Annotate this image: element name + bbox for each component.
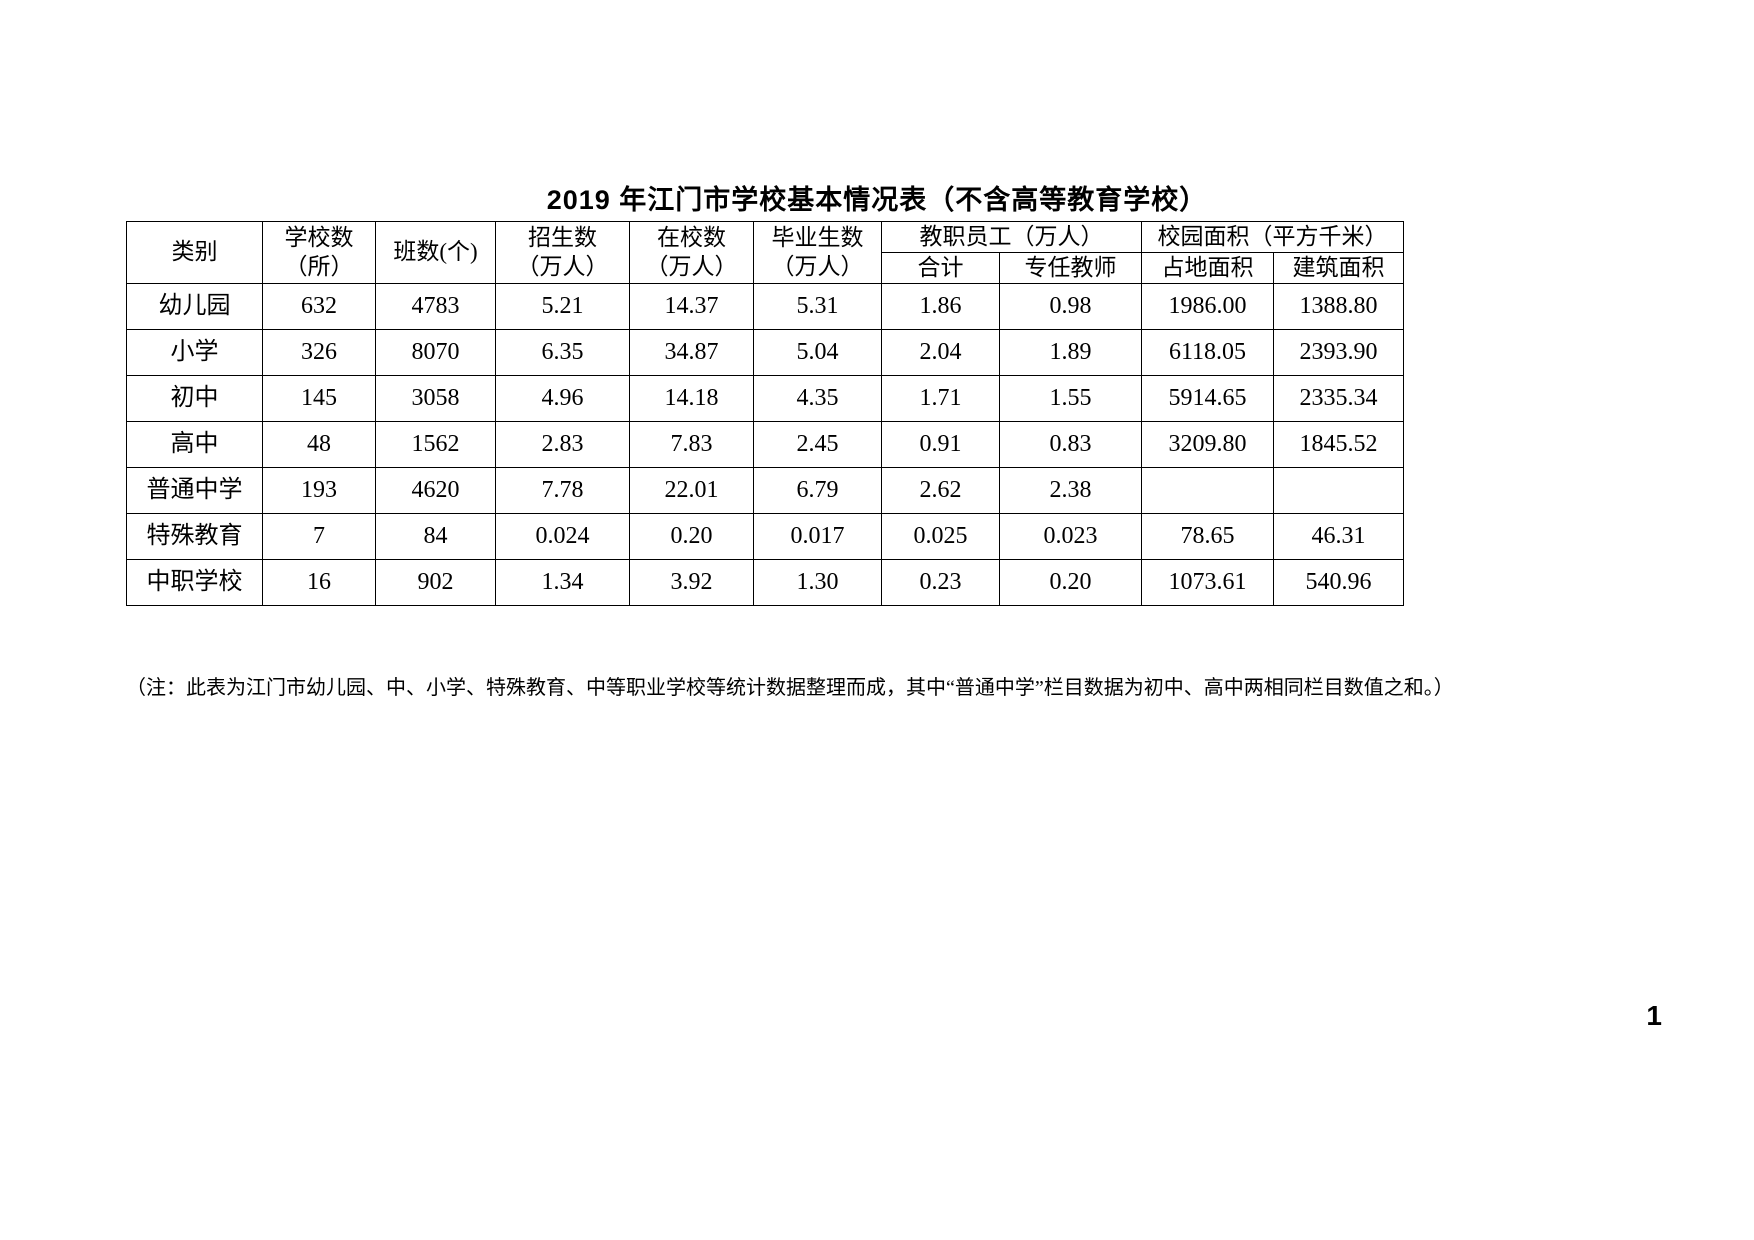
header-staff-fulltime: 专任教师 (999, 252, 1142, 284)
table-row: 普通中学 193 4620 7.78 22.01 6.79 2.62 2.38 (126, 467, 1404, 514)
cell-category: 幼儿园 (126, 283, 263, 330)
cell-staff-total: 1.71 (881, 375, 1000, 422)
cell-classes: 84 (375, 513, 496, 560)
cell-graduates: 1.30 (753, 559, 882, 606)
cell-staff-fulltime: 2.38 (999, 467, 1142, 514)
table-row: 初中 145 3058 4.96 14.18 4.35 1.71 1.55 5914.65 233… (126, 375, 1404, 422)
cell-enrollment: 4.96 (495, 375, 630, 422)
cell-campus-land (1141, 467, 1274, 514)
cell-in-school: 14.37 (629, 283, 754, 330)
cell-campus-building: 2335.34 (1273, 375, 1404, 422)
cell-staff-fulltime: 1.55 (999, 375, 1142, 422)
cell-graduates: 2.45 (753, 421, 882, 468)
cell-graduates: 5.31 (753, 283, 882, 330)
cell-campus-building: 540.96 (1273, 559, 1404, 606)
header-category: 类别 (126, 221, 263, 284)
cell-campus-building: 1388.80 (1273, 283, 1404, 330)
cell-campus-land: 78.65 (1141, 513, 1274, 560)
header-staff-group: 教职员工（万人） (881, 221, 1142, 253)
header-enrollment: 招生数 （万人） (495, 221, 630, 284)
cell-category: 高中 (126, 421, 263, 468)
cell-campus-land: 6118.05 (1141, 329, 1274, 376)
cell-enrollment: 5.21 (495, 283, 630, 330)
cell-staff-fulltime: 0.83 (999, 421, 1142, 468)
table-row: 幼儿园 632 4783 5.21 14.37 5.31 1.86 0.98 1986.00 13… (126, 283, 1404, 330)
cell-graduates: 6.79 (753, 467, 882, 514)
cell-category: 普通中学 (126, 467, 263, 514)
school-statistics-table-container: 类别 学校数 （所） 班数(个) 招生数 （万人） 在校数 （万人） 毕业生数 … (126, 221, 1404, 606)
cell-schools: 16 (262, 559, 376, 606)
cell-schools: 193 (262, 467, 376, 514)
cell-in-school: 7.83 (629, 421, 754, 468)
cell-campus-building (1273, 467, 1404, 514)
header-campus-building: 建筑面积 (1273, 252, 1404, 284)
cell-in-school: 0.20 (629, 513, 754, 560)
table-body: 幼儿园 632 4783 5.21 14.37 5.31 1.86 0.98 1986.00 13… (126, 283, 1404, 606)
cell-category: 中职学校 (126, 559, 263, 606)
cell-enrollment: 2.83 (495, 421, 630, 468)
header-graduates: 毕业生数 （万人） (753, 221, 882, 284)
cell-classes: 1562 (375, 421, 496, 468)
cell-staff-fulltime: 0.20 (999, 559, 1142, 606)
cell-staff-total: 0.91 (881, 421, 1000, 468)
cell-in-school: 34.87 (629, 329, 754, 376)
cell-classes: 3058 (375, 375, 496, 422)
cell-staff-fulltime: 0.023 (999, 513, 1142, 560)
header-campus-land: 占地面积 (1141, 252, 1274, 284)
table-row: 小学 326 8070 6.35 34.87 5.04 2.04 1.89 6118.05 239… (126, 329, 1404, 376)
cell-staff-total: 2.62 (881, 467, 1000, 514)
header-classes: 班数(个) (375, 221, 496, 284)
header-schools: 学校数 （所） (262, 221, 376, 284)
cell-staff-total: 0.025 (881, 513, 1000, 560)
cell-staff-total: 2.04 (881, 329, 1000, 376)
cell-enrollment: 1.34 (495, 559, 630, 606)
cell-category: 初中 (126, 375, 263, 422)
cell-category: 小学 (126, 329, 263, 376)
header-campus-group: 校园面积（平方千米） (1141, 221, 1404, 253)
table-footnote: （注：此表为江门市幼儿园、中、小学、特殊教育、中等职业学校等统计数据整理而成，其… (126, 675, 1726, 702)
cell-schools: 145 (262, 375, 376, 422)
page-title: 2019 年江门市学校基本情况表（不含高等教育学校） (546, 185, 1208, 215)
cell-staff-fulltime: 1.89 (999, 329, 1142, 376)
page-number: 1 (1646, 1000, 1662, 1031)
cell-schools: 632 (262, 283, 376, 330)
cell-staff-fulltime: 0.98 (999, 283, 1142, 330)
cell-campus-building: 46.31 (1273, 513, 1404, 560)
cell-campus-land: 1986.00 (1141, 283, 1274, 330)
table-row: 中职学校 16 902 1.34 3.92 1.30 0.23 0.20 1073.61 540.… (126, 559, 1404, 606)
cell-in-school: 22.01 (629, 467, 754, 514)
cell-in-school: 14.18 (629, 375, 754, 422)
table-header: 类别 学校数 （所） 班数(个) 招生数 （万人） 在校数 （万人） 毕业生数 … (126, 221, 1404, 284)
cell-enrollment: 0.024 (495, 513, 630, 560)
cell-staff-total: 1.86 (881, 283, 1000, 330)
header-staff-total: 合计 (881, 252, 1000, 284)
footnote-text: （注：此表为江门市幼儿园、中、小学、特殊教育、中等职业学校等统计数据整理而成，其… (126, 677, 1454, 699)
cell-graduates: 0.017 (753, 513, 882, 560)
table-row: 高中 48 1562 2.83 7.83 2.45 0.91 0.83 3209.80 1845.… (126, 421, 1404, 468)
cell-category: 特殊教育 (126, 513, 263, 560)
cell-enrollment: 6.35 (495, 329, 630, 376)
header-in-school: 在校数 （万人） (629, 221, 754, 284)
cell-campus-land: 3209.80 (1141, 421, 1274, 468)
cell-graduates: 5.04 (753, 329, 882, 376)
cell-classes: 8070 (375, 329, 496, 376)
cell-classes: 4620 (375, 467, 496, 514)
table-header-row-primary: 类别 学校数 （所） 班数(个) 招生数 （万人） 在校数 （万人） 毕业生数 … (126, 221, 1404, 284)
cell-campus-building: 2393.90 (1273, 329, 1404, 376)
cell-schools: 48 (262, 421, 376, 468)
cell-classes: 4783 (375, 283, 496, 330)
cell-enrollment: 7.78 (495, 467, 630, 514)
cell-campus-building: 1845.52 (1273, 421, 1404, 468)
cell-schools: 7 (262, 513, 376, 560)
school-statistics-table: 类别 学校数 （所） 班数(个) 招生数 （万人） 在校数 （万人） 毕业生数 … (126, 221, 1404, 606)
table-row: 特殊教育 7 84 0.024 0.20 0.017 0.025 0.023 78.65 46.3… (126, 513, 1404, 560)
cell-campus-land: 1073.61 (1141, 559, 1274, 606)
cell-graduates: 4.35 (753, 375, 882, 422)
cell-in-school: 3.92 (629, 559, 754, 606)
cell-campus-land: 5914.65 (1141, 375, 1274, 422)
cell-classes: 902 (375, 559, 496, 606)
cell-schools: 326 (262, 329, 376, 376)
cell-staff-total: 0.23 (881, 559, 1000, 606)
